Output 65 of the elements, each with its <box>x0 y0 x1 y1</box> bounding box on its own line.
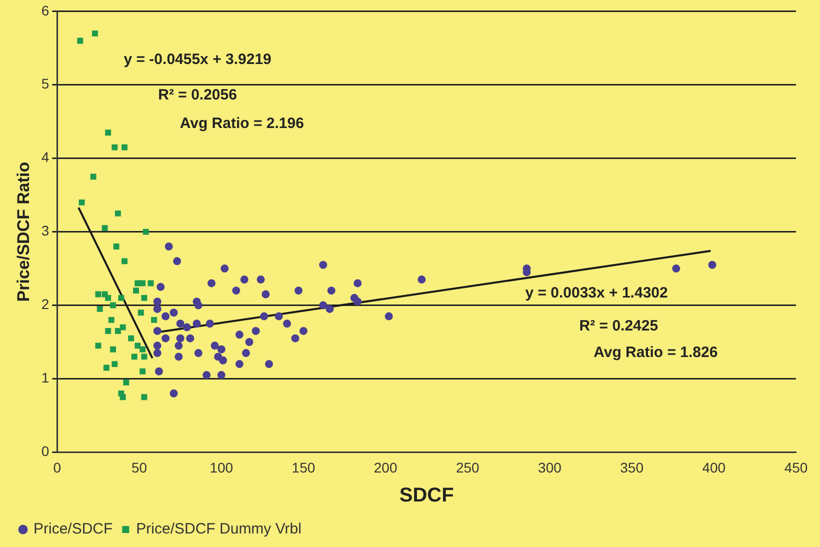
point <box>122 258 128 264</box>
point <box>128 335 134 342</box>
point <box>92 30 98 36</box>
annotation: Avg Ratio = 2.196 <box>180 114 304 132</box>
point <box>140 368 146 374</box>
y-tick-label: 4 <box>41 149 50 166</box>
point <box>118 294 124 301</box>
y-tick-label: 6 <box>41 2 50 18</box>
point <box>140 346 146 352</box>
legend-label: Price/SDCF <box>34 520 113 538</box>
point <box>131 354 138 360</box>
annotation: R² = 0.2425 <box>579 318 658 335</box>
point <box>134 342 141 349</box>
point <box>103 364 110 371</box>
x-tick-label: 0 <box>53 459 62 476</box>
point <box>96 306 103 312</box>
point <box>108 316 114 323</box>
point <box>110 302 116 308</box>
point <box>112 361 118 368</box>
x-tick-label: 50 <box>131 459 148 476</box>
x-tick-label: 250 <box>456 459 480 476</box>
point <box>105 328 112 334</box>
point <box>90 174 96 180</box>
x-tick-label: 150 <box>292 459 316 476</box>
y-tick-label: 3 <box>41 222 50 239</box>
y-axis-title: Price/SDCF Ratio <box>14 162 33 302</box>
point <box>110 346 116 352</box>
point <box>78 199 85 206</box>
x-tick-label: 450 <box>784 459 808 476</box>
point <box>138 310 144 316</box>
point <box>112 144 118 150</box>
x-tick-label: 350 <box>620 459 644 476</box>
point <box>140 280 146 286</box>
x-tick-label: 100 <box>210 459 234 476</box>
point <box>142 228 149 235</box>
annotation: y = 0.0033x + 1.4302 <box>525 284 668 302</box>
point <box>105 294 112 301</box>
y-tick-label: 5 <box>41 76 50 92</box>
y-tick-label: 1 <box>41 370 50 386</box>
point <box>133 288 139 294</box>
annotation: Avg Ratio = 1.826 <box>594 344 718 362</box>
point <box>120 394 126 400</box>
x-tick-label: 200 <box>374 459 398 476</box>
point <box>123 379 130 386</box>
annotation: R² = 0.2056 <box>158 86 237 104</box>
y-tick-label: 2 <box>41 296 50 312</box>
point <box>141 294 148 301</box>
point <box>114 328 121 334</box>
x-axis-title: SDCF <box>399 484 454 507</box>
x-tick-label: 300 <box>538 459 562 476</box>
point <box>105 130 112 136</box>
point <box>95 342 102 349</box>
point <box>77 38 84 44</box>
y-tick-label: 0 <box>41 443 50 460</box>
point <box>141 394 148 400</box>
point <box>114 210 121 216</box>
point <box>151 316 158 323</box>
point <box>122 144 128 150</box>
x-tick-label: 400 <box>702 459 726 476</box>
point <box>102 225 108 232</box>
point <box>120 324 126 330</box>
point <box>113 244 120 250</box>
point <box>141 354 148 360</box>
annotation: y = -0.0455x + 3.9219 <box>124 51 272 68</box>
legend-label: Price/SDCF Dummy Vrbl <box>136 520 302 538</box>
